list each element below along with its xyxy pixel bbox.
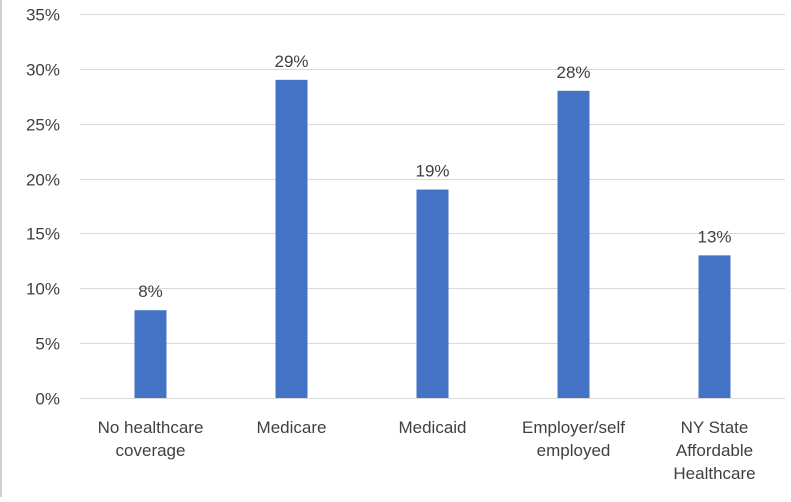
x-tick-label: Affordable [676,441,753,460]
data-label: 13% [697,227,731,246]
x-tick-label: Employer/self [522,418,625,437]
data-labels: 8% 29% 19% 28% 13% [138,52,731,301]
frame-border [0,0,2,497]
y-tick-label: 30% [26,61,60,80]
x-tick-label: No healthcare [98,418,204,437]
bar [416,189,449,398]
x-tick-label: Medicare [257,418,327,437]
bar [557,90,590,399]
y-axis-ticks: 0% 5% 10% 15% 20% 25% 30% 35% [26,6,60,409]
bar [698,255,731,398]
data-label: 19% [415,162,449,181]
y-tick-label: 20% [26,171,60,190]
y-tick-label: 35% [26,6,60,25]
x-tick-label: Medicaid [398,418,466,437]
x-tick-label: employed [537,441,611,460]
x-tick-label: NY State [681,418,749,437]
y-tick-label: 5% [35,335,60,354]
y-tick-label: 10% [26,280,60,299]
bars [134,79,731,399]
data-label: 8% [138,282,163,301]
bar [275,79,308,398]
x-tick-label: Healthcare [673,464,755,483]
bar [134,310,167,398]
y-tick-label: 25% [26,116,60,135]
x-axis-ticks: No healthcare coverage Medicare Medicaid Emp… [98,418,756,483]
y-tick-label: 0% [35,390,60,409]
x-tick-label: coverage [116,441,186,460]
data-label: 28% [556,63,590,82]
y-tick-label: 15% [26,225,60,244]
data-label: 29% [274,52,308,71]
